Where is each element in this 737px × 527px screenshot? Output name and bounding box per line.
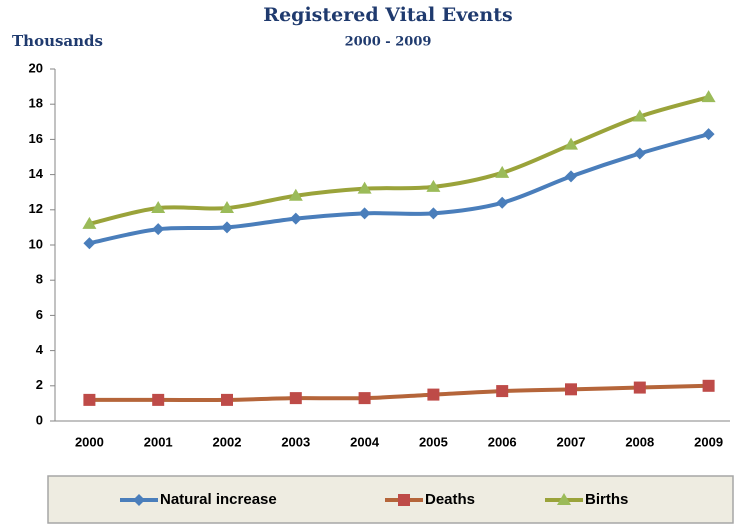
legend-label: Natural increase xyxy=(160,491,277,508)
x-tick-label: 2008 xyxy=(625,434,654,449)
data-point xyxy=(565,170,577,183)
y-tick-label: 18 xyxy=(29,96,43,111)
data-point xyxy=(702,128,715,141)
x-tick-label: 2006 xyxy=(488,434,517,449)
data-point xyxy=(702,379,715,392)
data-point xyxy=(358,207,371,220)
data-point xyxy=(289,392,302,405)
series-line xyxy=(87,132,711,246)
data-point xyxy=(632,109,647,122)
x-tick-label: 2007 xyxy=(557,434,586,449)
x-tick-label: 2000 xyxy=(75,434,104,449)
legend-label: Deaths xyxy=(425,491,475,508)
y-tick-label: 4 xyxy=(36,342,44,357)
y-tick-label: 12 xyxy=(29,201,43,216)
data-point xyxy=(701,90,716,103)
y-tick-label: 14 xyxy=(29,166,44,181)
data-point xyxy=(495,165,510,178)
legend-marker xyxy=(557,493,571,505)
data-point xyxy=(151,201,166,214)
x-tick-label: 2004 xyxy=(350,434,380,449)
y-tick-label: 2 xyxy=(36,377,43,392)
y-tick-label: 0 xyxy=(36,412,43,427)
y-axis-label: Thousands xyxy=(12,32,103,50)
x-tick-label: 2003 xyxy=(281,434,310,449)
x-tick-label: 2005 xyxy=(419,434,448,449)
data-point xyxy=(152,393,165,406)
y-tick-label: 20 xyxy=(29,60,43,75)
data-point xyxy=(496,385,509,398)
x-tick-label: 2002 xyxy=(213,434,242,449)
y-tick-label: 16 xyxy=(29,131,43,146)
data-point xyxy=(82,216,97,229)
data-point xyxy=(220,201,234,214)
data-point xyxy=(221,393,233,406)
data-point xyxy=(633,147,646,160)
data-point xyxy=(288,188,303,201)
data-point xyxy=(152,223,165,236)
chart-subtitle: 2000 - 2009 xyxy=(345,35,432,50)
series-line xyxy=(87,95,711,226)
data-point xyxy=(427,207,440,220)
data-point xyxy=(83,237,96,250)
x-tick-label: 2009 xyxy=(694,434,723,449)
x-tick-label: 2001 xyxy=(144,434,173,449)
data-point xyxy=(427,388,440,401)
y-tick-label: 6 xyxy=(36,307,43,322)
data-point xyxy=(565,383,577,396)
legend-marker xyxy=(398,494,410,506)
chart-title: Registered Vital Events xyxy=(263,4,512,26)
legend-label: Births xyxy=(585,491,628,508)
legend-marker xyxy=(133,494,145,506)
data-point xyxy=(357,181,372,194)
data-point xyxy=(633,381,646,394)
data-point xyxy=(496,196,509,209)
data-point xyxy=(83,393,96,406)
y-tick-label: 10 xyxy=(29,236,43,251)
data-point xyxy=(426,179,441,192)
y-tick-label: 8 xyxy=(36,272,43,287)
data-point xyxy=(221,221,233,234)
data-point xyxy=(358,392,371,405)
data-point xyxy=(564,137,578,150)
data-point xyxy=(289,212,302,225)
series-line xyxy=(87,383,711,403)
